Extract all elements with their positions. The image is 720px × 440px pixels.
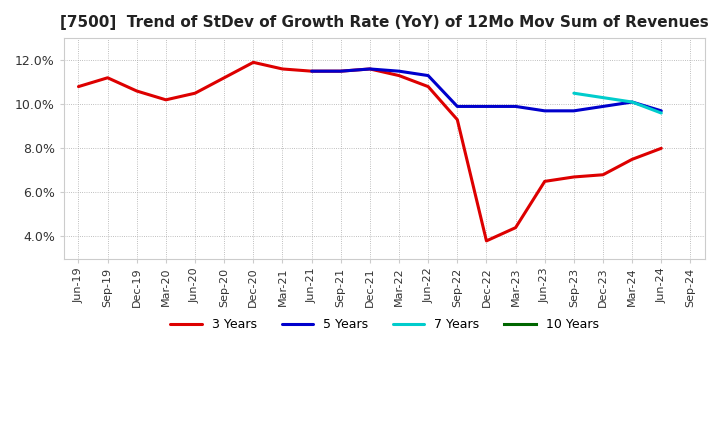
Line: 7 Years: 7 Years bbox=[574, 93, 661, 113]
5 Years bbox=[336, 69, 345, 74]
3 Years bbox=[657, 146, 665, 151]
3 Years bbox=[511, 225, 520, 230]
3 Years bbox=[336, 69, 345, 74]
7 Years bbox=[599, 95, 608, 100]
3 Years bbox=[366, 66, 374, 72]
5 Years bbox=[395, 69, 403, 74]
3 Years bbox=[278, 66, 287, 72]
3 Years bbox=[103, 75, 112, 81]
3 Years bbox=[541, 179, 549, 184]
3 Years bbox=[74, 84, 83, 89]
7 Years bbox=[570, 91, 578, 96]
3 Years bbox=[307, 69, 316, 74]
Line: 5 Years: 5 Years bbox=[312, 69, 661, 111]
Legend: 3 Years, 5 Years, 7 Years, 10 Years: 3 Years, 5 Years, 7 Years, 10 Years bbox=[166, 313, 603, 336]
3 Years bbox=[191, 91, 199, 96]
5 Years bbox=[511, 104, 520, 109]
3 Years bbox=[628, 157, 636, 162]
3 Years bbox=[482, 238, 491, 243]
5 Years bbox=[453, 104, 462, 109]
Title: [7500]  Trend of StDev of Growth Rate (YoY) of 12Mo Mov Sum of Revenues: [7500] Trend of StDev of Growth Rate (Yo… bbox=[60, 15, 708, 30]
5 Years bbox=[628, 99, 636, 105]
5 Years bbox=[541, 108, 549, 114]
Line: 3 Years: 3 Years bbox=[78, 62, 661, 241]
3 Years bbox=[249, 60, 258, 65]
7 Years bbox=[657, 110, 665, 116]
3 Years bbox=[599, 172, 608, 177]
3 Years bbox=[132, 88, 141, 94]
3 Years bbox=[161, 97, 170, 103]
5 Years bbox=[570, 108, 578, 114]
5 Years bbox=[599, 104, 608, 109]
5 Years bbox=[307, 69, 316, 74]
5 Years bbox=[366, 66, 374, 72]
3 Years bbox=[220, 75, 228, 81]
3 Years bbox=[424, 84, 433, 89]
3 Years bbox=[453, 117, 462, 122]
5 Years bbox=[482, 104, 491, 109]
3 Years bbox=[395, 73, 403, 78]
5 Years bbox=[657, 108, 665, 114]
5 Years bbox=[424, 73, 433, 78]
7 Years bbox=[628, 99, 636, 105]
3 Years bbox=[570, 174, 578, 180]
